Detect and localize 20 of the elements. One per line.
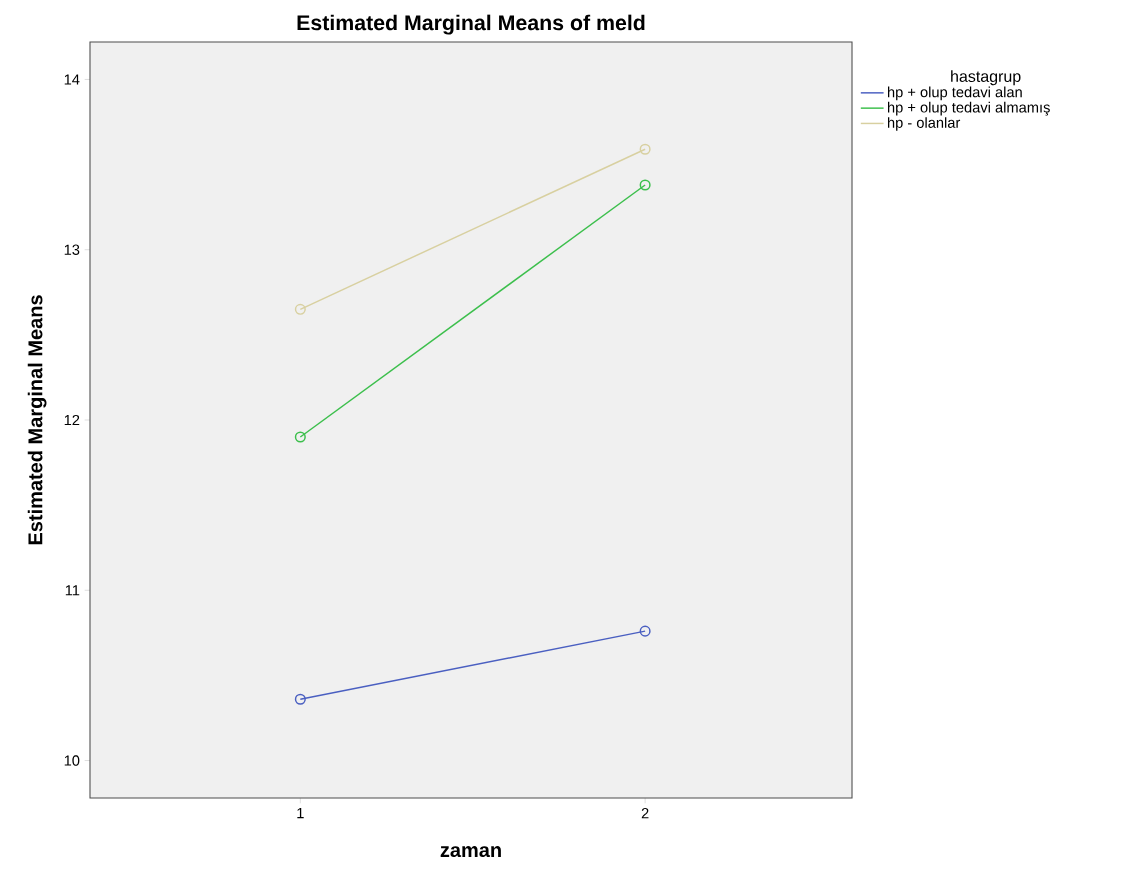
point	[294, 693, 306, 705]
chart-title: Estimated Marginal Means of meld	[297, 14, 645, 35]
legend-label: hp - olanlar	[888, 117, 961, 131]
x-tick-label: 1	[297, 808, 304, 819]
y-axis-title: Estimated Marginal Means	[27, 295, 47, 545]
x-tick-label: 2	[641, 808, 649, 819]
point	[639, 625, 651, 637]
point	[294, 431, 306, 443]
y-tick-label: 14	[64, 74, 80, 85]
point	[294, 303, 306, 315]
legend-title: hastagrup	[951, 70, 1021, 86]
point	[639, 143, 651, 155]
legend-label: hp + olup tedavi almamış	[888, 101, 1050, 116]
y-tick-label: 12	[64, 414, 80, 426]
y-tick-label: 10	[64, 755, 80, 766]
y-tick-label: 13	[64, 244, 80, 255]
point	[639, 179, 651, 191]
legend-label: hp + olup tedavi alan	[888, 86, 1022, 101]
y-tick-label: 11	[65, 585, 80, 596]
x-axis-title: zaman	[440, 846, 501, 858]
